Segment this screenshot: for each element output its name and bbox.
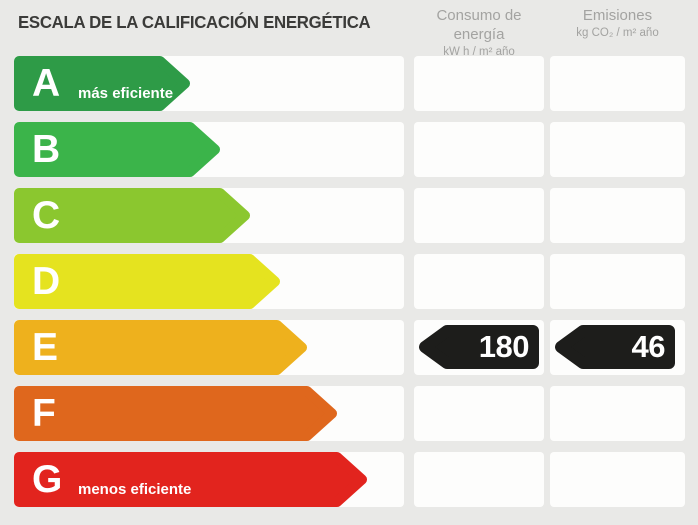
emisiones-column-units: kg CO₂ / m² año: [576, 26, 659, 39]
grade-letter: F: [32, 392, 56, 435]
emisiones-cell: [550, 254, 685, 309]
scale-row: C: [0, 188, 698, 243]
grade-cell: A más eficiente: [14, 56, 404, 111]
grade-letter: E: [32, 326, 59, 369]
scale-row: G menos eficiente: [0, 452, 698, 507]
scale-row: F: [0, 386, 698, 441]
scale-row: E 180 46: [0, 320, 698, 375]
badge-arrow-left-icon: [419, 325, 539, 369]
grade-arrow-icon: [14, 122, 220, 177]
scale-row: B: [0, 122, 698, 177]
consumo-column-units: kW h / m² año: [443, 45, 515, 58]
consumo-column-header: Consumo de energía kW h / m² año: [414, 7, 544, 59]
consumo-cell: [414, 386, 544, 441]
grade-letter: B: [32, 128, 61, 171]
scale-row: A más eficiente: [0, 56, 698, 111]
grade-sublabel: más eficiente: [78, 85, 174, 102]
grade-letter: C: [32, 194, 61, 237]
grade-sublabel: menos eficiente: [78, 481, 192, 498]
consumo-badge: 180: [418, 324, 540, 370]
scale-row: D: [0, 254, 698, 309]
grade-cell: D: [14, 254, 404, 309]
badge-value: 180: [478, 329, 530, 364]
grade-letter: D: [32, 260, 61, 303]
grade-letter: A: [32, 62, 61, 105]
emisiones-cell: [550, 386, 685, 441]
emisiones-cell: [550, 188, 685, 243]
grade-cell: F: [14, 386, 404, 441]
consumo-cell: [414, 56, 544, 111]
grade-cell: B: [14, 122, 404, 177]
consumo-cell: 180: [414, 320, 544, 375]
emisiones-badge: 46: [554, 324, 676, 370]
grade-arrow-icon: [14, 188, 250, 243]
consumo-cell: [414, 452, 544, 507]
emisiones-cell: [550, 56, 685, 111]
grade-cell: E: [14, 320, 404, 375]
grade-arrow-icon: [14, 320, 307, 375]
grade-arrow-icon: [14, 452, 367, 507]
grade-cell: G menos eficiente: [14, 452, 404, 507]
grade-arrow-icon: [14, 386, 337, 441]
consumo-cell: [414, 122, 544, 177]
badge-value: 46: [631, 329, 666, 364]
emisiones-column-header: Emisiones kg CO₂ / m² año: [550, 7, 685, 40]
grade-letter: G: [32, 458, 63, 501]
emisiones-column-label: Emisiones: [582, 7, 653, 24]
page-title: ESCALA DE LA CALIFICACIÓN ENERGÉTICA: [18, 12, 371, 32]
badge-arrow-left-icon: [555, 325, 675, 369]
consumo-column-label: Consumo de energía: [436, 7, 522, 43]
emisiones-cell: [550, 122, 685, 177]
grade-arrow-icon: [14, 254, 280, 309]
consumo-cell: [414, 254, 544, 309]
grade-cell: C: [14, 188, 404, 243]
consumo-cell: [414, 188, 544, 243]
emisiones-cell: 46: [550, 320, 685, 375]
emisiones-cell: [550, 452, 685, 507]
grade-arrow-icon: [14, 56, 190, 111]
